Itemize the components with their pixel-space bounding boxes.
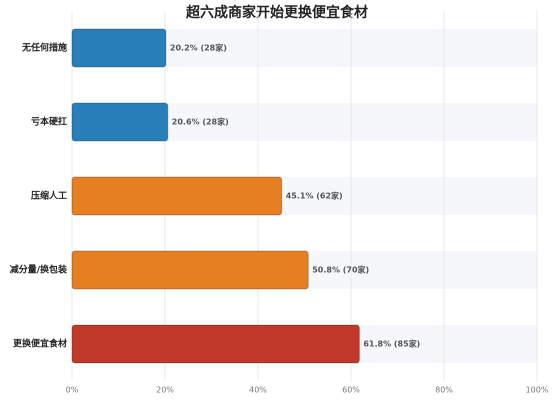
bar bbox=[71, 176, 283, 216]
value-label: 20.2% (28家) bbox=[170, 43, 227, 53]
y-tick-label: 更换便宜食材 bbox=[13, 338, 67, 350]
value-label: 61.8% (85家) bbox=[363, 339, 420, 349]
x-tick-label: 80% bbox=[435, 386, 453, 395]
x-tick-label: 60% bbox=[342, 386, 360, 395]
bar bbox=[71, 324, 360, 364]
chart-title: 超六成商家开始更换便宜食材 bbox=[185, 4, 368, 21]
y-tick-label: 无任何措施 bbox=[21, 42, 67, 54]
y-tick-label: 亏本硬扛 bbox=[31, 116, 67, 128]
y-tick-label: 减分量/换包装 bbox=[10, 264, 68, 276]
value-label: 45.1% (62家) bbox=[286, 191, 343, 201]
bar bbox=[71, 28, 167, 68]
value-label: 20.6% (28家) bbox=[172, 117, 229, 127]
x-tick-label: 100% bbox=[526, 386, 549, 395]
y-tick-label: 压缩人工 bbox=[31, 190, 67, 202]
bar bbox=[71, 102, 169, 142]
bar bbox=[71, 250, 309, 290]
value-label: 50.8% (70家) bbox=[312, 265, 369, 275]
x-tick-label: 20% bbox=[156, 386, 174, 395]
x-tick-label: 40% bbox=[249, 386, 267, 395]
x-tick-label: 0% bbox=[66, 386, 79, 395]
